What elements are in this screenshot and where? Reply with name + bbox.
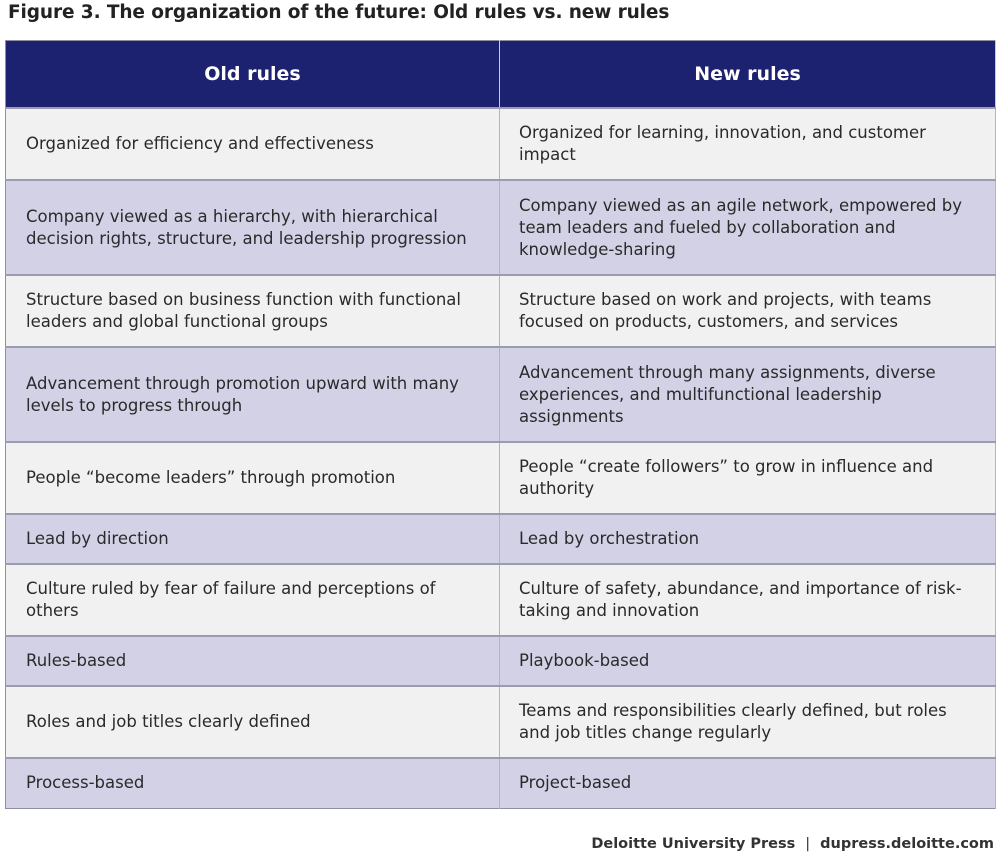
table-row: Lead by direction Lead by orchestration — [5, 513, 996, 564]
footer-separator: | — [805, 836, 811, 852]
old-rule-cell: People “become leaders” through promotio… — [5, 441, 500, 514]
table-row: Roles and job titles clearly defined Tea… — [5, 685, 996, 758]
new-rule-cell: Culture of safety, abundance, and import… — [499, 563, 996, 636]
new-rule-cell: Teams and responsibilities clearly defin… — [499, 685, 996, 758]
table-row: Structure based on business function wit… — [5, 274, 996, 347]
old-rule-cell: Company viewed as a hierarchy, with hier… — [5, 179, 500, 275]
table-row: Advancement through promotion upward wit… — [5, 346, 996, 442]
old-rule-cell: Process-based — [5, 757, 500, 808]
table-row: People “become leaders” through promotio… — [5, 441, 996, 514]
new-rule-cell: Advancement through many assignments, di… — [499, 346, 996, 442]
footer-site-link[interactable]: dupress.deloitte.com — [820, 836, 994, 852]
rules-comparison-table: Old rules New rules Organized for effici… — [5, 40, 996, 809]
figure-title: Figure 3. The organization of the future… — [8, 2, 670, 23]
old-rule-cell: Organized for efficiency and effectivene… — [5, 107, 500, 180]
old-rule-cell: Culture ruled by fear of failure and per… — [5, 563, 500, 636]
old-rule-cell: Advancement through promotion upward wit… — [5, 346, 500, 442]
header-old-rules: Old rules — [5, 40, 500, 108]
table-header-row: Old rules New rules — [5, 40, 996, 108]
old-rule-cell: Lead by direction — [5, 513, 500, 564]
new-rule-cell: Organized for learning, innovation, and … — [499, 107, 996, 180]
table-row: Process-based Project-based — [5, 757, 996, 808]
footer-credit: Deloitte University Press | dupress.deloit… — [591, 836, 994, 852]
table-row: Company viewed as a hierarchy, with hier… — [5, 179, 996, 275]
header-new-rules: New rules — [499, 40, 996, 108]
old-rule-cell: Structure based on business function wit… — [5, 274, 500, 347]
table-row: Organized for efficiency and effectivene… — [5, 107, 996, 180]
new-rule-cell: People “create followers” to grow in inf… — [499, 441, 996, 514]
table-row: Rules-based Playbook-based — [5, 635, 996, 686]
footer-publisher: Deloitte University Press — [591, 836, 796, 852]
old-rule-cell: Rules-based — [5, 635, 500, 686]
new-rule-cell: Company viewed as an agile network, empo… — [499, 179, 996, 275]
new-rule-cell: Project-based — [499, 757, 996, 808]
new-rule-cell: Lead by orchestration — [499, 513, 996, 564]
table-row: Culture ruled by fear of failure and per… — [5, 563, 996, 636]
new-rule-cell: Playbook-based — [499, 635, 996, 686]
new-rule-cell: Structure based on work and projects, wi… — [499, 274, 996, 347]
old-rule-cell: Roles and job titles clearly defined — [5, 685, 500, 758]
